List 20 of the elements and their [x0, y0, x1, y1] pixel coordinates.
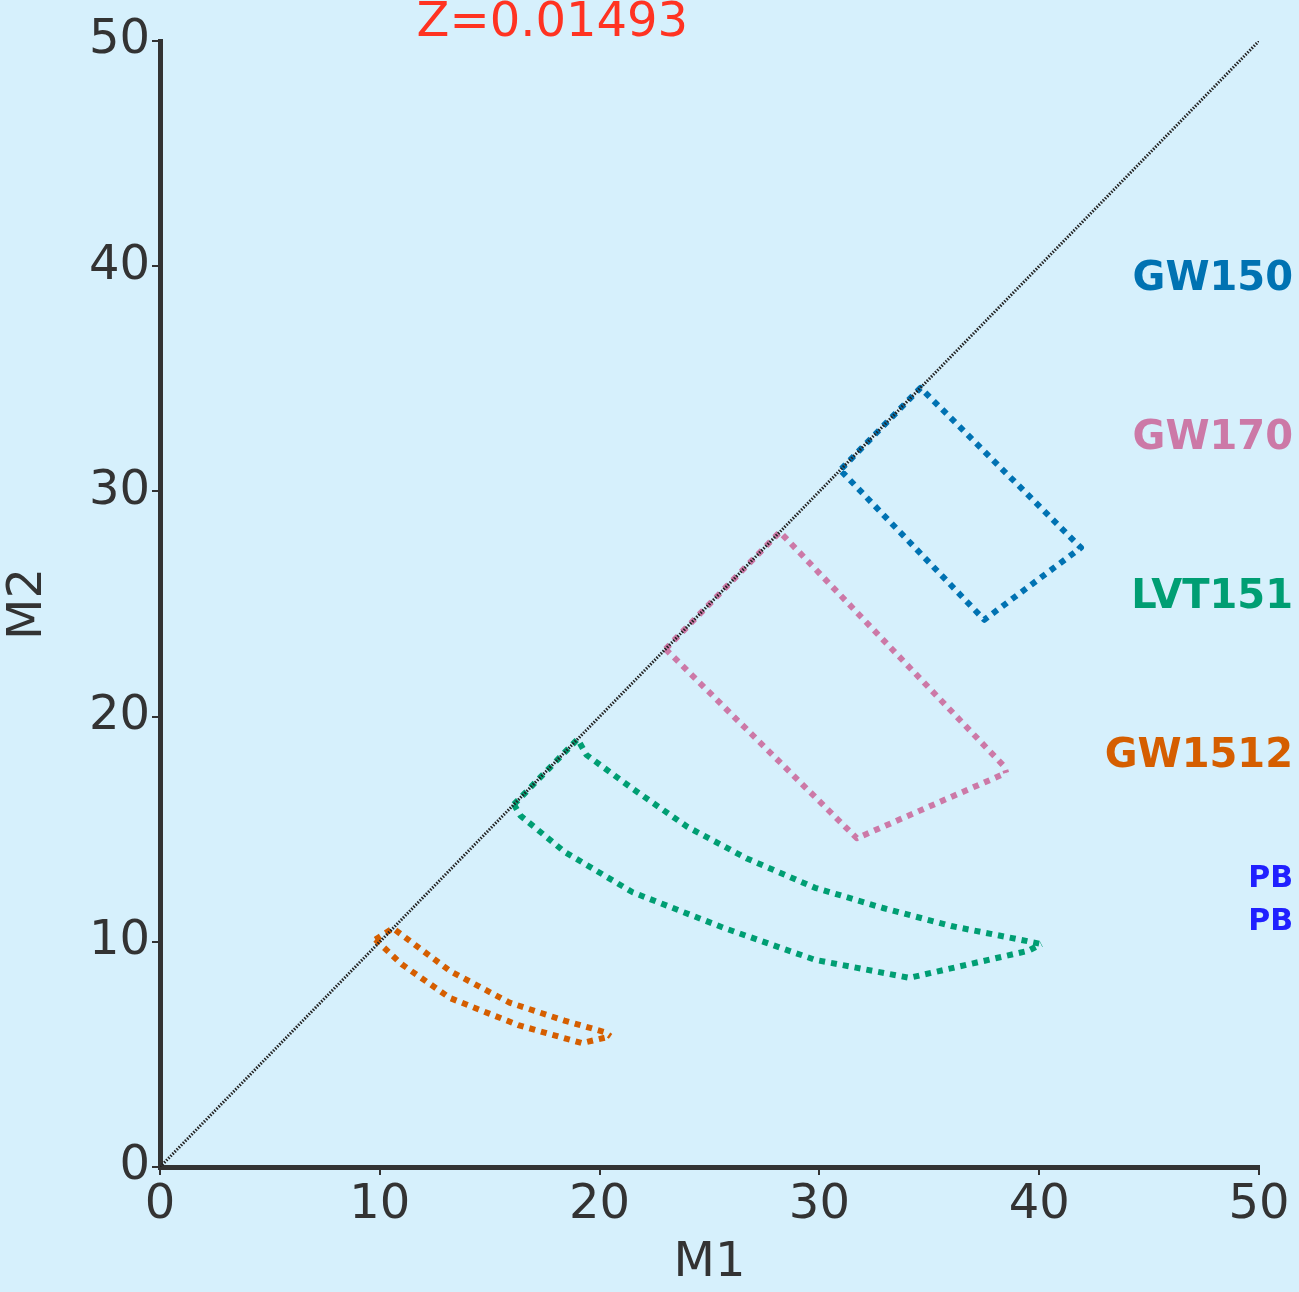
- text: LVT151: [1131, 571, 1293, 618]
- x-tick-label: 50: [1228, 1173, 1290, 1230]
- y-tick-label: 30: [88, 458, 150, 515]
- x-tick-label: 40: [1008, 1173, 1070, 1230]
- annotation: PB: [1248, 858, 1293, 894]
- x-axis-title: M1: [673, 1230, 746, 1287]
- y-tick-label: 0: [119, 1134, 150, 1191]
- x-tick-label: 20: [569, 1173, 631, 1230]
- y-tick-label: 20: [88, 684, 150, 741]
- y-tick-label: 10: [88, 909, 150, 966]
- x-tick-label: 10: [349, 1173, 411, 1230]
- annotation: PB: [1248, 901, 1293, 937]
- text: GW1512: [1104, 730, 1293, 777]
- y-tick-label: 40: [88, 233, 150, 290]
- chart-title: Z=0.01493: [416, 0, 689, 48]
- text: GW150: [1132, 253, 1293, 300]
- x-tick-label: 30: [788, 1173, 850, 1230]
- y-tick-label: 50: [88, 8, 150, 65]
- y-axis-title: M2: [0, 568, 53, 640]
- text: GW170: [1132, 412, 1293, 459]
